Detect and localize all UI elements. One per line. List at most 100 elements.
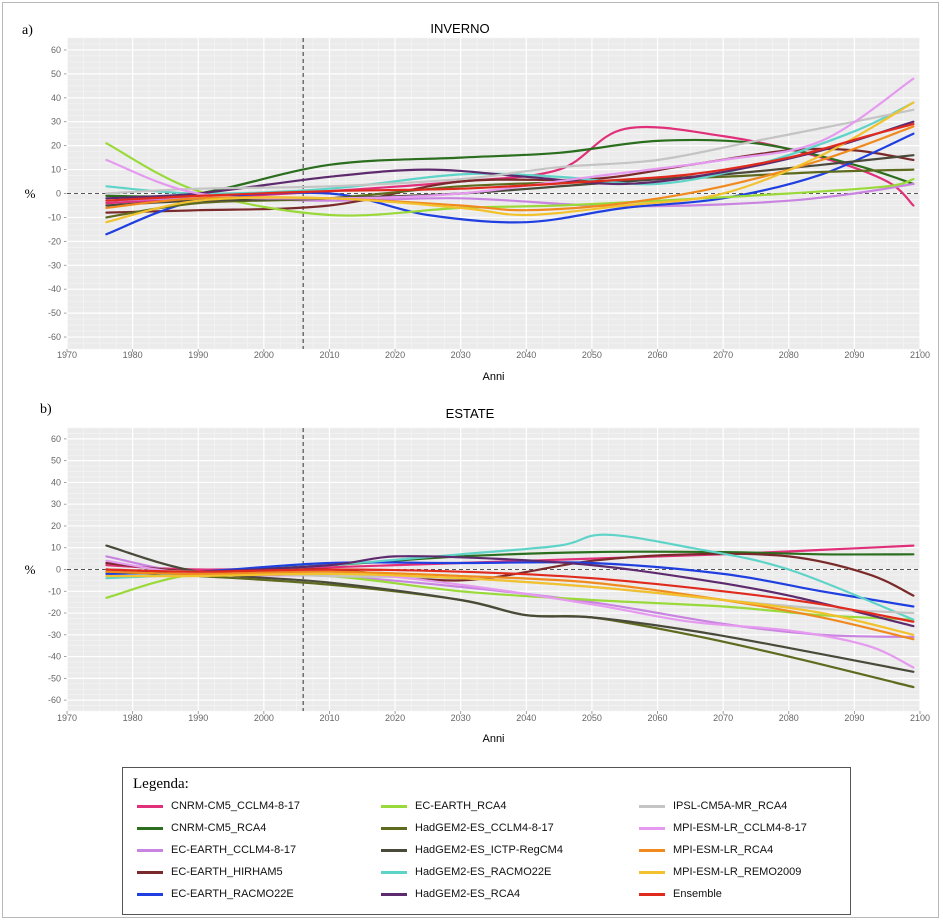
legend-label: HadGEM2-ES_RCA4 [415, 888, 521, 900]
legend-item: MPI-ESM-LR_CCLM4-8-17 [639, 820, 807, 836]
legend-item: EC-EARTH_HIRHAM5 [137, 864, 283, 880]
legend-item: EC-EARTH_CCLM4-8-17 [137, 842, 296, 858]
legend-label: EC-EARTH_RCA4 [415, 800, 507, 812]
x-tick-label: 1990 [188, 350, 208, 360]
x-tick-label: 1980 [123, 713, 143, 723]
legend-label: MPI-ESM-LR_REMO2009 [673, 866, 802, 878]
panel-letter: a) [22, 23, 33, 38]
legend-swatch [639, 892, 665, 896]
series-line-ensemble [105, 568, 915, 623]
legend-swatch [137, 848, 163, 852]
y-tick-label: 60 [51, 434, 61, 444]
legend-item: HadGEM2-ES_ICTP-RegCM4 [381, 842, 563, 858]
y-tick-label: 40 [51, 477, 61, 487]
legend-swatch [639, 826, 665, 830]
legend-item: MPI-ESM-LR_RCA4 [639, 842, 773, 858]
y-tick-label: -40 [48, 652, 61, 662]
y-tick-label: -30 [48, 260, 61, 270]
x-tick-label: 1990 [188, 713, 208, 723]
x-tick-label: 2070 [713, 713, 733, 723]
y-tick-label: 0 [56, 565, 61, 575]
chart-canvas: a) INVERNO-60-50-40-30-20-100102030405060… [22, 21, 930, 745]
legend-label: MPI-ESM-LR_CCLM4-8-17 [673, 822, 807, 834]
x-tick-label: 2070 [713, 350, 733, 360]
legend-label: Ensemble [673, 888, 722, 900]
x-tick-label: 2010 [319, 350, 339, 360]
legend-item: EC-EARTH_RACMO22E [137, 886, 294, 902]
x-tick-label: 2080 [779, 713, 799, 723]
legend-label: EC-EARTH_CCLM4-8-17 [171, 844, 297, 856]
legend-label: CNRM-CM5_RCA4 [171, 822, 267, 834]
x-tick-label: 2050 [582, 350, 602, 360]
legend-item: EC-EARTH_RCA4 [381, 798, 507, 814]
y-tick-label: -40 [48, 284, 61, 294]
y-tick-label: -50 [48, 673, 61, 683]
y-tick-label: -60 [48, 332, 61, 342]
y-tick-label: 40 [51, 93, 61, 103]
x-axis-title: Anni [482, 733, 504, 745]
x-tick-label: 2020 [385, 713, 405, 723]
legend-label: EC-EARTH_HIRHAM5 [171, 866, 283, 878]
x-tick-label: 2000 [254, 713, 274, 723]
x-tick-label: 2050 [582, 713, 602, 723]
legend-swatch [639, 804, 665, 808]
y-tick-label: -20 [48, 608, 61, 618]
legend-swatch [381, 870, 407, 874]
x-tick-label: 2090 [844, 713, 864, 723]
series-line-hadgem2-es-cclm4-8-17 [105, 168, 915, 219]
x-tick-label: 2040 [516, 350, 536, 360]
legend-label: HadGEM2-ES_RACMO22E [415, 866, 552, 878]
legend-item: MPI-ESM-LR_REMO2009 [639, 864, 801, 880]
x-tick-label: 1970 [57, 713, 77, 723]
legend-item: HadGEM2-ES_CCLM4-8-17 [381, 820, 554, 836]
x-tick-label: 2090 [844, 350, 864, 360]
legend-item: CNRM-CM5_CCLM4-8-17 [137, 798, 300, 814]
x-tick-label: 2100 [910, 713, 930, 723]
y-tick-label: -10 [48, 212, 61, 222]
series-line-cnrm-cm5-cclm4-8-17 [105, 125, 915, 207]
legend-swatch [137, 892, 163, 896]
legend-swatch [381, 892, 407, 896]
legend-title: Legenda: [133, 776, 189, 792]
series-line-mpi-esm-lr-remo2009 [105, 101, 915, 224]
legend-item: IPSL-CM5A-MR_RCA4 [639, 798, 787, 814]
legend-item: CNRM-CM5_RCA4 [137, 820, 266, 836]
y-tick-label: 20 [51, 521, 61, 531]
y-axis-title: % [25, 186, 36, 201]
series-line-hadgem2-es-racmo22e [105, 101, 915, 195]
legend-item: Ensemble [639, 886, 722, 902]
legend-label: CNRM-CM5_CCLM4-8-17 [171, 800, 300, 812]
legend-label: HadGEM2-ES_ICTP-RegCM4 [415, 844, 563, 856]
series-line-mpi-esm-lr-rca4 [105, 570, 915, 641]
y-tick-label: -10 [48, 586, 61, 596]
x-tick-label: 2060 [648, 713, 668, 723]
x-tick-label: 2080 [779, 350, 799, 360]
y-tick-label: -30 [48, 630, 61, 640]
x-axis-title: Anni [482, 371, 504, 383]
x-tick-label: 2060 [648, 350, 668, 360]
y-tick-label: 60 [51, 45, 61, 55]
series-line-ensemble [105, 123, 915, 202]
legend-swatch [137, 870, 163, 874]
legend-label: EC-EARTH_RACMO22E [171, 888, 294, 900]
x-tick-label: 2030 [451, 713, 471, 723]
y-tick-label: 30 [51, 499, 61, 509]
y-tick-label: 50 [51, 456, 61, 466]
legend-swatch [639, 870, 665, 874]
legend-swatch [137, 826, 163, 830]
y-tick-label: 10 [51, 543, 61, 553]
x-tick-label: 1980 [123, 350, 143, 360]
legend-box: Legenda: CNRM-CM5_CCLM4-8-17 CNRM-CM5_RCA… [122, 767, 851, 915]
y-tick-label: 20 [51, 141, 61, 151]
x-tick-label: 2030 [451, 350, 471, 360]
x-tick-label: 2010 [319, 713, 339, 723]
y-tick-label: -20 [48, 236, 61, 246]
legend-swatch [137, 804, 163, 808]
y-tick-label: 10 [51, 165, 61, 175]
y-tick-label: 50 [51, 69, 61, 79]
x-tick-label: 2040 [516, 713, 536, 723]
panel-title: INVERNO [430, 21, 489, 36]
y-tick-label: 0 [56, 189, 61, 199]
legend-swatch [381, 848, 407, 852]
